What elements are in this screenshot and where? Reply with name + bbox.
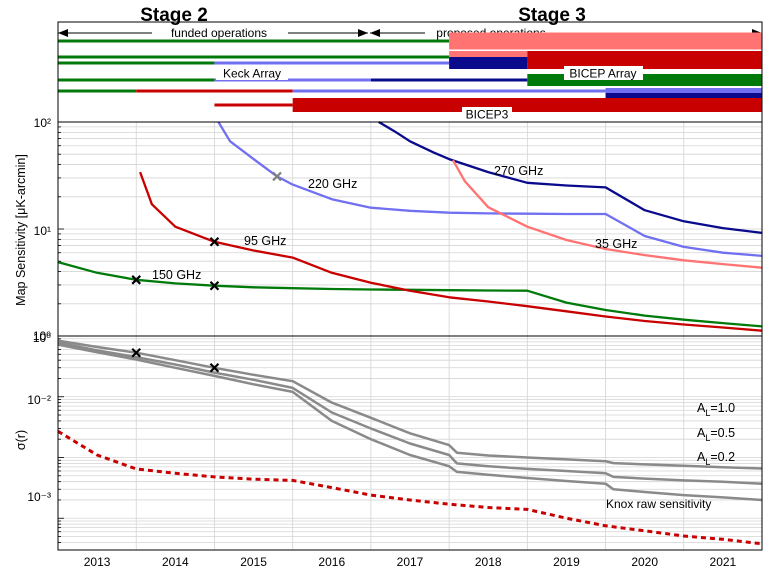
x-tick-label-2021: 2021 (710, 555, 737, 569)
timeline-bar-r4-s1 (136, 89, 293, 93)
sigma-r-marker-0 (131, 347, 142, 358)
x-tick-label-2013: 2013 (84, 555, 111, 569)
sigma-r-markers (131, 347, 220, 373)
timeline-bar-r5-s0 (605, 93, 762, 101)
marker-95-ghz-0-b (209, 236, 220, 247)
map-sensitivity-y-tick-labels: 10⁰ 10¹ 10² (33, 116, 51, 343)
stage3-label: Stage 3 (518, 5, 586, 26)
p2-ytick-10-1: 10¹ (34, 224, 51, 238)
series-label-150ghz: 150 GHz (152, 268, 201, 282)
sigma-r-marker-1 (209, 362, 220, 373)
x-tick-label-2020: 2020 (631, 555, 658, 569)
bicep3-label-bg (462, 107, 512, 121)
p2-ytick-10-0: 10⁰ (33, 329, 51, 343)
map-sensitivity-lines (57, 121, 763, 332)
series-line-95-ghz (139, 171, 763, 332)
map-sensitivity-panel: 150 GHz 95 GHz 220 GHz 270 GHz 35 GHz 10… (14, 116, 763, 343)
series-label-al-0-2: AL=0.2 (697, 450, 735, 467)
p3-ytick-10-0: 10⁰ (33, 331, 51, 345)
timeline-bar-r3-s0 (58, 78, 215, 82)
timeline-bar-r2-s2 (449, 57, 528, 69)
series-line-220-ghz (217, 121, 763, 258)
sigma-r-frame (57, 335, 763, 551)
timeline-bars (58, 32, 762, 112)
timeline-labels: Keck Array BICEP Array BICEP3 (216, 66, 643, 122)
series-line-a-l-0-5 (57, 341, 763, 485)
x-axis-tick-labels: 2013 2014 2015 2016 2017 2018 2019 2020 2021 (84, 555, 737, 569)
timeline-bar-r6-s1 (292, 98, 762, 112)
series-line-35-ghz (451, 159, 763, 269)
sigma-r-marker-0-b (131, 347, 142, 358)
series-label-al-0-5: AL=0.5 (697, 426, 735, 443)
sigma-r-panel: AL=1.0 AL=0.5 AL=0.2 Knox raw sensitivit… (14, 331, 763, 569)
timeline-bar-r3-s1 (214, 78, 371, 82)
p2-ytick-10-2: 10² (34, 116, 51, 130)
x-tick-label-2017: 2017 (397, 555, 424, 569)
map-sensitivity-series-labels: 150 GHz 95 GHz 220 GHz 270 GHz 35 GHz (152, 164, 637, 282)
keck-array-label: Keck Array (223, 67, 281, 81)
bicep-array-label: BICEP Array (569, 67, 636, 81)
funded-arrow-left-head (58, 29, 68, 37)
sigma-r-marker-1-b (209, 362, 220, 373)
timeline-bar-r4-s2 (292, 89, 606, 93)
series-label-35ghz: 35 GHz (595, 237, 637, 251)
timeline-bar-r0-s1 (449, 32, 762, 50)
sigma-r-grid (58, 336, 762, 551)
series-line-knox-raw-sensitivity (57, 430, 763, 546)
x-tick-label-2018: 2018 (475, 555, 502, 569)
funded-arrow-right-head (358, 29, 368, 37)
series-label-220ghz: 220 GHz (308, 177, 357, 191)
p3-ytick-10-m3: 10⁻³ (27, 490, 51, 504)
x-tick-label-2015: 2015 (240, 555, 267, 569)
map-sensitivity-markers (131, 171, 282, 291)
timeline-bar-r2-s1 (214, 61, 450, 65)
proposed-arrow-left-head (370, 29, 380, 37)
marker-150-ghz-0 (131, 275, 142, 285)
map-sensitivity-grid (58, 122, 762, 337)
timeline-bar-r1-s0 (58, 55, 450, 59)
timeline-bar-r0-s0 (58, 39, 450, 43)
sigma-r-y-axis-label: σ(r) (14, 430, 28, 450)
p3-ytick-10-m2: 10⁻² (27, 393, 51, 407)
timeline-bar-r2-s0 (58, 61, 215, 65)
map-sensitivity-y-axis-label: Map Sensitivity [μK-arcmin] (14, 154, 28, 306)
series-line-270-ghz (378, 121, 763, 235)
timeline-bar-r6-s0 (214, 103, 293, 107)
marker-150-ghz-1 (209, 280, 220, 291)
stage2-label: Stage 2 (140, 5, 208, 26)
marker-220-ghz-0-b (272, 171, 282, 182)
timeline-panel: Keck Array BICEP Array BICEP3 (58, 32, 762, 122)
series-label-95ghz: 95 GHz (244, 234, 286, 248)
sigma-r-lines (57, 339, 763, 546)
x-tick-label-2014: 2014 (162, 555, 189, 569)
timeline-bar-r3-s3 (527, 74, 762, 86)
marker-150-ghz-0-b (131, 275, 142, 285)
sigma-r-series-labels: AL=1.0 AL=0.5 AL=0.2 Knox raw sensitivit… (606, 401, 735, 511)
series-label-270ghz: 270 GHz (494, 164, 543, 178)
funded-operations-label: funded operations (171, 26, 267, 40)
bicep3-label: BICEP3 (466, 108, 509, 122)
bicep-array-label-bg (564, 66, 643, 80)
timeline-bar-r4-s3 (605, 88, 762, 94)
series-line-a-l-0-2 (57, 343, 763, 502)
keck-label-bg (216, 66, 288, 80)
series-label-knox: Knox raw sensitivity (606, 497, 711, 511)
marker-150-ghz-1-b (209, 280, 220, 291)
series-line-a-l-1-0 (57, 339, 763, 470)
x-tick-label-2019: 2019 (553, 555, 580, 569)
x-tick-label-2016: 2016 (318, 555, 345, 569)
timeline-bar-r4-s0 (58, 89, 137, 93)
marker-220-ghz-0 (272, 171, 282, 182)
timeline-bar-r3-s2 (370, 78, 528, 82)
sigma-r-y-tick-labels: 10⁰ 10⁻² 10⁻³ (27, 331, 51, 504)
timeline-bar-r2-s3 (527, 57, 762, 69)
marker-95-ghz-0 (209, 236, 220, 247)
series-label-al-1-0: AL=1.0 (697, 401, 735, 418)
